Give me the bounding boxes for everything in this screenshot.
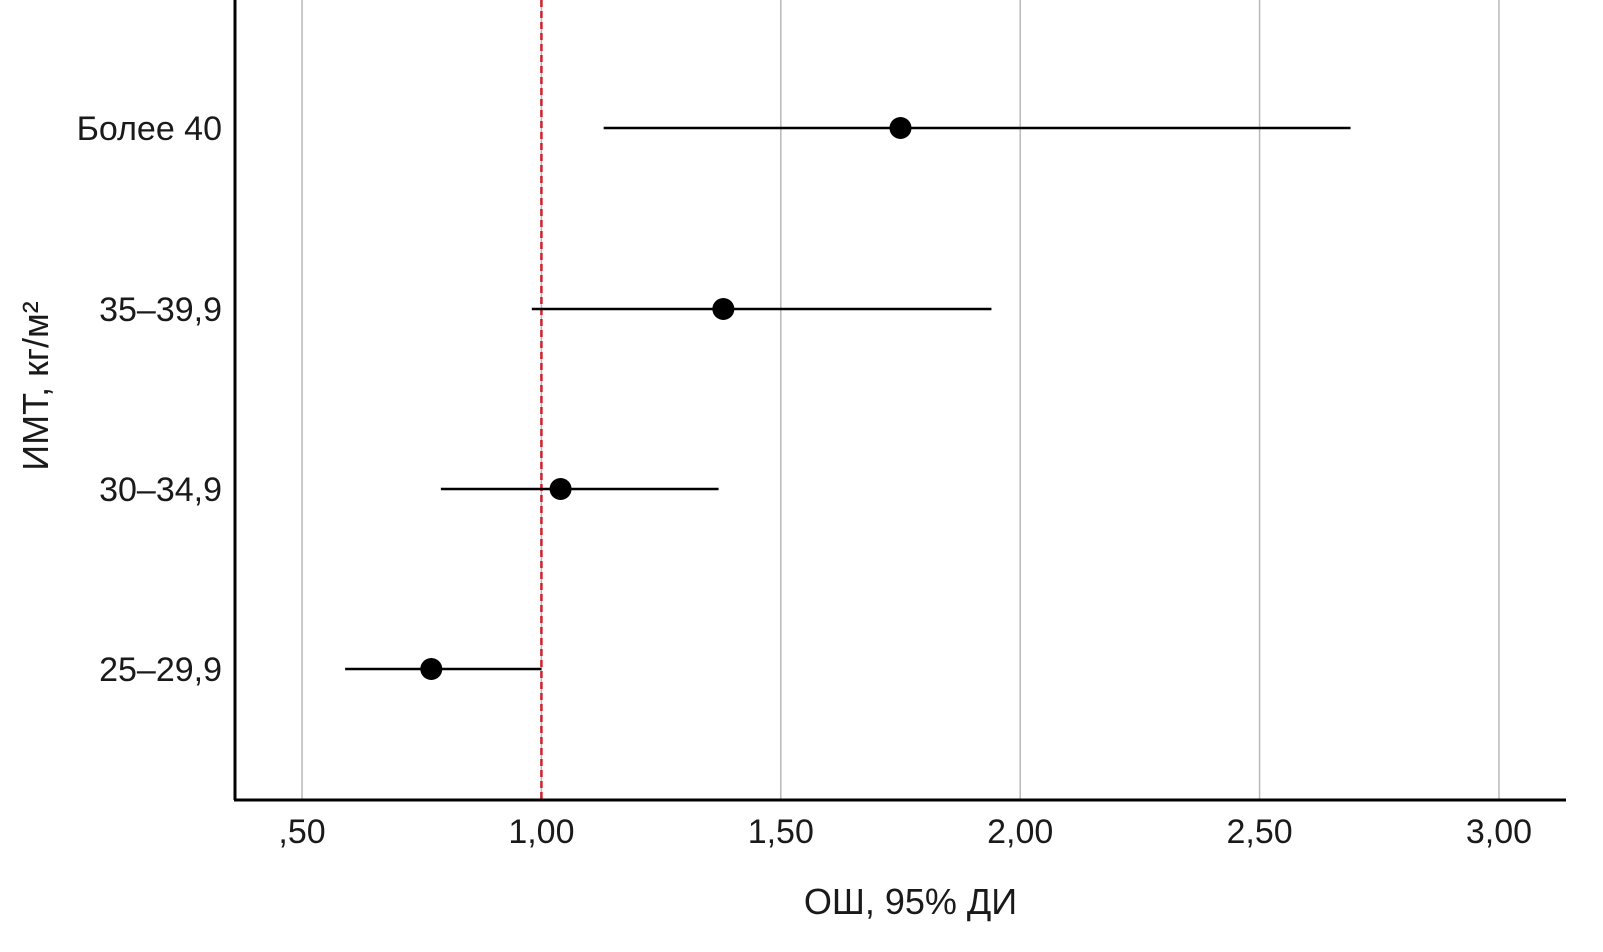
x-tick-labels: ,50 1,00 1,50 2,00 2,50 3,00: [278, 813, 1532, 851]
x-tick-label-2: 1,50: [748, 813, 814, 851]
y-axis-title: ИМТ, кг/м²: [15, 301, 56, 471]
x-tick-label-1: 1,00: [508, 813, 574, 851]
odds-ratio-point-2: [549, 478, 572, 500]
category-label-0: Более 40: [77, 110, 222, 148]
x-tick-label-4: 2,50: [1226, 813, 1292, 851]
x-tick-label-5: 3,00: [1466, 813, 1532, 851]
odds-ratio-point-1: [712, 298, 735, 320]
odds-ratio-point-0: [889, 117, 912, 139]
x-tick-label-3: 2,00: [987, 813, 1053, 851]
category-label-2: 30–34,9: [99, 471, 222, 509]
ci-layer: [345, 126, 1351, 671]
category-labels: Более 40 35–39,9 30–34,9 25–29,9: [77, 110, 222, 689]
x-axis-title: ОШ, 95% ДИ: [804, 881, 1017, 922]
point-layer: [420, 117, 912, 680]
x-tick-label-0: ,50: [278, 813, 325, 851]
category-label-3: 25–29,9: [99, 651, 222, 689]
odds-ratio-point-3: [420, 658, 443, 680]
category-label-1: 35–39,9: [99, 291, 222, 329]
